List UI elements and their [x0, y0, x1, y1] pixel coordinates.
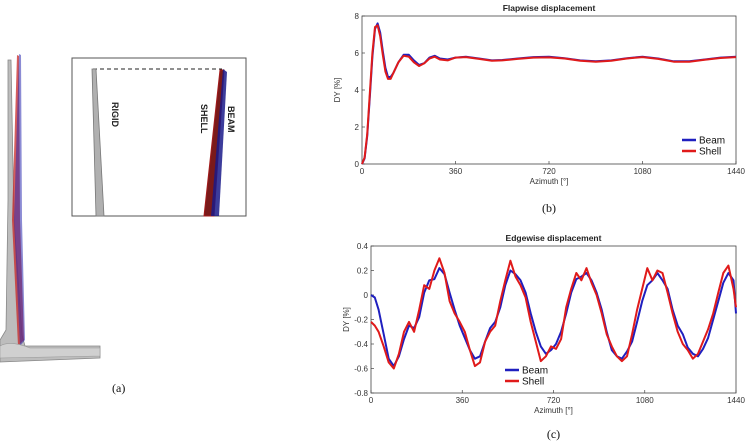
x-axis-label: Azimuth [°] — [530, 177, 569, 186]
hub-shape — [0, 343, 101, 359]
edgewise-chart: Edgewise displacement 0 360 720 1080 1440 -0.8… — [342, 233, 745, 441]
caption-a: (a) — [112, 381, 125, 395]
plot-area — [361, 15, 737, 165]
chart-title: Flapwise displacement — [503, 3, 596, 13]
legend-label-shell: Shell — [522, 377, 544, 388]
x-tick-label: 1440 — [727, 396, 745, 405]
x-tick-label: 0 — [360, 167, 365, 176]
x-tick-label: 720 — [547, 396, 561, 405]
series-line-shell — [361, 24, 737, 165]
x-tick-label: 1080 — [636, 396, 654, 405]
chart-caption: (b) — [542, 201, 556, 215]
legend-label-beam: Beam — [522, 366, 548, 377]
inset-rigid-blade — [91, 68, 105, 217]
x-tick-label: 1440 — [727, 167, 745, 176]
x-tick-label: 360 — [456, 396, 470, 405]
y-tick-label: 0 — [355, 160, 360, 169]
y-tick-label: 4 — [355, 86, 360, 95]
y-tick-label: -0.2 — [354, 316, 368, 325]
x-axis-label: Azimuth [°] — [534, 406, 573, 415]
y-tick-label: 8 — [355, 12, 360, 21]
panel-a-blade-rendering: RIGID SHELL BEAM (a) — [0, 54, 247, 395]
legend-label-beam: Beam — [699, 136, 725, 147]
plot-area — [370, 245, 737, 394]
flapwise-chart: Flapwise displacement 0 360 720 1080 1440 0 2 4 6… — [333, 3, 745, 215]
y-axis-label: DY [%] — [342, 307, 351, 332]
chart-title: Edgewise displacement — [506, 233, 602, 243]
y-tick-label: -0.8 — [354, 389, 368, 398]
series-line-shell — [370, 257, 737, 370]
y-tick-label: -0.4 — [354, 340, 368, 349]
x-tick-label: 1080 — [634, 167, 652, 176]
inset-label-shell: SHELL — [199, 104, 209, 134]
x-tick-label: 720 — [542, 167, 556, 176]
chart-caption: (c) — [547, 427, 560, 441]
x-tick-label: 360 — [449, 167, 463, 176]
blade-blue-shape — [14, 54, 25, 346]
inset-beam-blade — [211, 69, 227, 216]
y-tick-label: -0.6 — [354, 365, 368, 374]
y-axis-label: DY [%] — [333, 78, 342, 103]
y-tick-label: 0.4 — [357, 242, 369, 251]
y-tick-label: 0 — [364, 291, 369, 300]
y-tick-label: 2 — [355, 123, 360, 132]
inset-label-rigid: RIGID — [110, 102, 120, 128]
y-tick-label: 0.2 — [357, 267, 369, 276]
inset-label-beam: BEAM — [226, 106, 236, 133]
y-tick-label: 6 — [355, 49, 360, 58]
legend-label-shell: Shell — [699, 147, 721, 158]
x-tick-label: 0 — [369, 396, 374, 405]
